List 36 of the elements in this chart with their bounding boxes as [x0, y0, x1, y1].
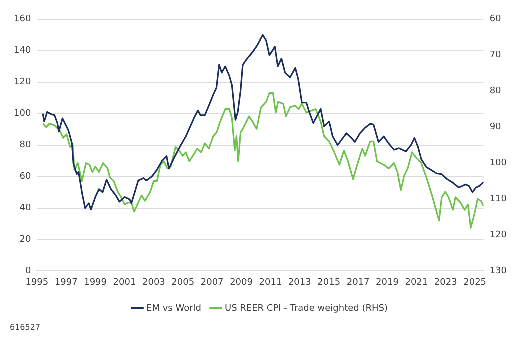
y-tick-label: 140: [14, 46, 32, 56]
x-tick-label: 2021: [405, 278, 428, 288]
x-tick-label: 2019: [376, 278, 400, 288]
y2-tick-label: 130: [490, 266, 508, 277]
x-tick-label: 2009: [230, 278, 254, 288]
y2-tick-label: 80: [490, 86, 502, 97]
y-tick-label: 160: [14, 14, 32, 25]
y2-tick-label: 110: [490, 194, 508, 205]
y-tick-label: 40: [20, 204, 32, 214]
x-tick-label: 2017: [346, 278, 370, 288]
x-tick-label: 2025: [464, 278, 487, 288]
x-tick-label: 2023: [434, 278, 458, 288]
x-tick-label: 2003: [142, 278, 166, 288]
legend-label: US REER CPI - Trade weighted (RHS): [225, 304, 388, 314]
x-tick-label: 2007: [200, 278, 224, 288]
text: 616527: [9, 323, 42, 332]
y-tick-label: 0: [25, 266, 32, 277]
x-tick-label: 2001: [113, 278, 136, 288]
legend-label: EM vs World: [146, 304, 202, 314]
y-tick-label: 60: [20, 172, 32, 182]
x-tick-label: 2011: [259, 278, 282, 288]
x-tick-label: 2015: [318, 278, 341, 288]
y-tick-label: 120: [14, 78, 32, 88]
y2-tick-label: 120: [490, 230, 508, 241]
y-tick-label: 20: [20, 235, 32, 246]
x-tick-label: 2013: [288, 278, 312, 288]
y2-tick-label: 100: [490, 158, 508, 169]
y-tick-label: 80: [20, 140, 32, 151]
x-tick-label: 1999: [84, 278, 108, 288]
x-tick-label: 1995: [26, 278, 49, 288]
y-tick-label: 100: [14, 109, 32, 120]
x-tick-label: 1997: [54, 278, 78, 288]
y2-tick-label: 60: [490, 14, 502, 25]
y2-tick-label: 90: [490, 122, 502, 133]
x-tick-label: 2005: [172, 278, 195, 288]
y2-tick-label: 70: [490, 50, 502, 61]
